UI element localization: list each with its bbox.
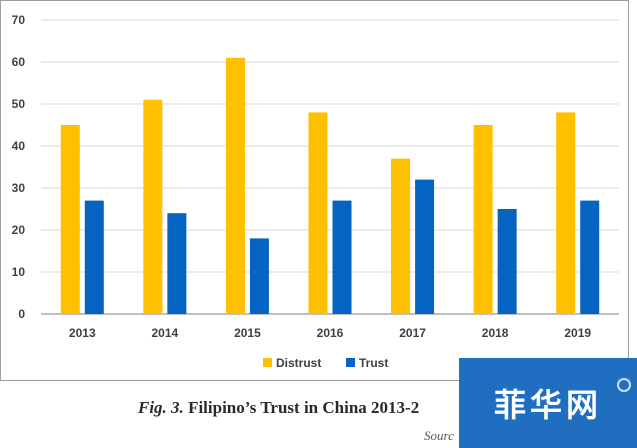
legend-label-distrust: Distrust: [276, 356, 321, 370]
x-tick-label: 2013: [69, 326, 96, 340]
x-tick-label: 2018: [482, 326, 509, 340]
trust-bar: [497, 209, 517, 314]
trust-bar: [84, 200, 104, 314]
x-tick-label: 2019: [564, 326, 591, 340]
y-tick-label: 0: [18, 307, 25, 321]
distrust-bar: [391, 158, 411, 314]
legend-label-trust: Trust: [359, 356, 388, 370]
y-tick-label: 50: [12, 97, 26, 111]
distrust-bar: [60, 125, 80, 314]
distrust-bar: [556, 112, 576, 315]
trust-bar: [415, 179, 435, 314]
y-tick-label: 30: [12, 181, 26, 195]
figure-title: Filipino’s Trust in China 2013-2: [188, 398, 420, 417]
distrust-bar: [143, 99, 163, 314]
figure-label: Fig. 3.: [138, 398, 184, 417]
watermark-text: 菲华网: [493, 386, 602, 424]
y-tick-label: 20: [12, 223, 26, 237]
chart-frame: 0 10 20 30 40 50 60 70 2013 2014 2015 2016 2017 2018 2…: [0, 0, 629, 381]
source-note: Sourc: [424, 428, 454, 443]
x-tick-label: 2017: [399, 326, 426, 340]
y-tick-label: 10: [12, 265, 26, 279]
trust-bar: [249, 238, 269, 314]
trust-bar: [580, 200, 600, 314]
distrust-bar: [473, 125, 493, 314]
figure-caption: Fig. 3. Filipino’s Trust in China 2013-2: [138, 398, 419, 418]
distrust-bar: [225, 57, 245, 315]
x-tick-label: 2016: [317, 326, 344, 340]
legend-swatch-distrust: [263, 358, 272, 367]
trust-bar: [167, 213, 187, 314]
y-tick-label: 60: [12, 55, 26, 69]
trust-bar: [332, 200, 352, 314]
y-tick-label: 40: [12, 139, 26, 153]
x-tick-label: 2014: [152, 326, 179, 340]
bar-chart: 0 10 20 30 40 50 60 70 2013 2014 2015 2016 2017 2018 2…: [12, 13, 619, 370]
distrust-bar: [308, 112, 328, 315]
legend-swatch-trust: [346, 358, 355, 367]
watermark-logo: 菲华网: [459, 358, 637, 448]
x-tick-label: 2015: [234, 326, 261, 340]
y-tick-label: 70: [12, 13, 26, 27]
